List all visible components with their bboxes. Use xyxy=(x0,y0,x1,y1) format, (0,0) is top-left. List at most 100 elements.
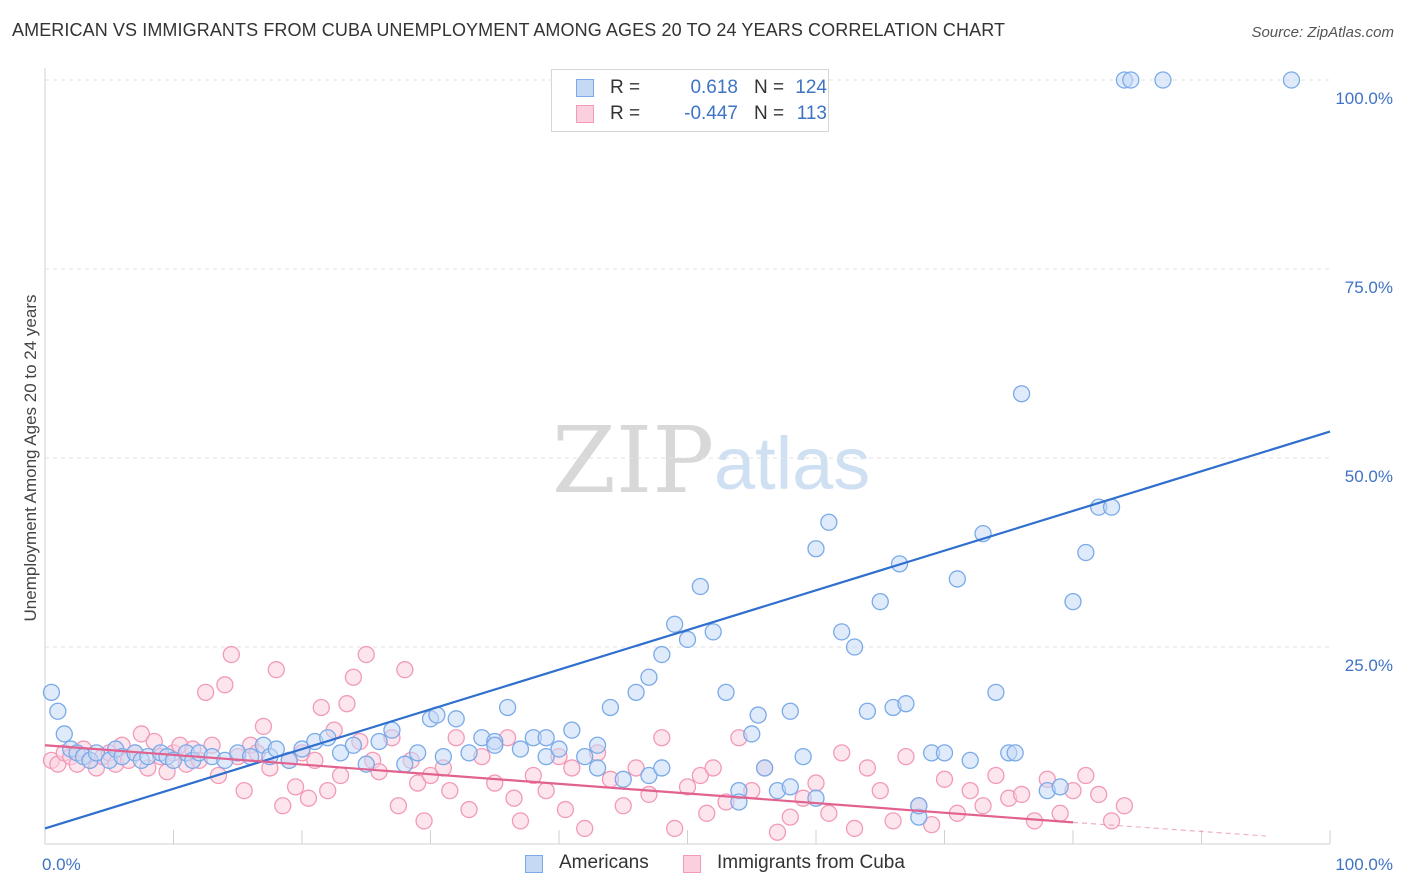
americans-point xyxy=(447,710,465,728)
r-value: 0.618 xyxy=(690,77,738,98)
series-cuba-points xyxy=(42,645,1134,841)
americans-point xyxy=(576,747,594,766)
americans-point xyxy=(961,751,979,770)
cuba-point xyxy=(524,766,542,785)
watermark-atlas: atlas xyxy=(714,422,870,505)
americans-point xyxy=(704,623,722,641)
cuba-point xyxy=(537,781,555,800)
cuba-point xyxy=(691,766,709,785)
americans-point xyxy=(1006,744,1024,762)
americans-swatch xyxy=(525,855,543,873)
americans-point xyxy=(749,706,767,724)
cuba-point xyxy=(196,683,215,702)
americans-point xyxy=(858,702,877,720)
americans-point xyxy=(460,744,478,762)
cuba-point xyxy=(447,729,465,747)
americans-point xyxy=(833,623,851,641)
cuba-point xyxy=(781,808,799,826)
cuba-point xyxy=(415,812,433,830)
cuba-point xyxy=(389,797,408,815)
n-label: N = xyxy=(754,103,785,124)
americans-point xyxy=(434,747,453,766)
y-tick-label: 25.0% xyxy=(1345,656,1393,675)
americans-point xyxy=(49,702,67,720)
americans-point xyxy=(42,683,61,702)
americans-point xyxy=(1154,71,1172,89)
cuba-point xyxy=(441,781,459,800)
cuba-point xyxy=(556,800,575,819)
cuba-point xyxy=(884,812,902,830)
cuba-point xyxy=(511,812,530,830)
americans-point xyxy=(640,766,658,785)
americans-point xyxy=(344,736,363,754)
americans-point xyxy=(588,736,607,754)
axes xyxy=(44,68,1331,845)
americans-swatch xyxy=(576,79,594,97)
americans-point xyxy=(781,702,799,720)
americans-point xyxy=(383,721,401,739)
cuba-point xyxy=(254,717,273,736)
americans-point xyxy=(370,732,388,751)
americans-point xyxy=(498,698,517,717)
americans-point xyxy=(55,725,73,743)
r-label: R = xyxy=(610,103,641,124)
cuba-point xyxy=(460,800,478,819)
source-label[interactable]: Source: ZipAtlas.com xyxy=(1251,24,1394,41)
cuba-point xyxy=(614,797,632,815)
americans-point xyxy=(601,698,620,717)
chart-title: AMERICAN VS IMMIGRANTS FROM CUBA UNEMPLO… xyxy=(12,20,1006,40)
cuba-point xyxy=(286,778,305,796)
americans-point xyxy=(396,755,414,773)
americans-point xyxy=(1282,71,1301,89)
americans-point xyxy=(897,695,915,713)
n-value: 124 xyxy=(795,77,827,98)
legend-label-cuba: Immigrants from Cuba xyxy=(717,852,905,873)
americans-point xyxy=(794,747,812,766)
americans-point xyxy=(588,759,607,777)
americans-point xyxy=(550,740,568,758)
cuba-point xyxy=(396,661,414,679)
cuba-point xyxy=(961,781,979,800)
cuba-point xyxy=(974,797,992,815)
cuba-point xyxy=(505,789,523,807)
americans-point xyxy=(614,770,632,788)
cuba-point xyxy=(1102,812,1121,830)
cuba-point xyxy=(807,774,825,792)
gridlines xyxy=(45,79,1330,648)
americans-point xyxy=(1077,543,1095,562)
cuba-point xyxy=(576,819,594,838)
cuba-point xyxy=(935,770,954,788)
americans-point xyxy=(537,729,555,747)
n-value: 113 xyxy=(796,103,827,124)
y-tick-labels: 25.0% 50.0% 75.0% 100.0% xyxy=(1335,89,1393,675)
americans-point xyxy=(845,638,864,656)
cuba-point xyxy=(871,781,889,800)
cuba-trend-extension xyxy=(1072,821,1266,837)
americans-point xyxy=(408,744,427,762)
americans-point xyxy=(807,540,825,558)
cuba-point xyxy=(987,766,1005,785)
americans-point xyxy=(987,683,1005,702)
americans-point xyxy=(1122,71,1140,89)
cuba-point xyxy=(1012,785,1031,804)
cuba-point xyxy=(833,744,851,762)
series-americans-points xyxy=(42,71,1301,826)
cuba-point xyxy=(1115,797,1134,815)
cuba-point xyxy=(331,766,350,785)
americans-point xyxy=(678,630,697,649)
cuba-point xyxy=(858,759,877,777)
cuba-point xyxy=(923,816,941,834)
cuba-point xyxy=(132,725,151,743)
americans-point xyxy=(743,725,761,743)
cuba-point xyxy=(627,759,645,777)
americans-point xyxy=(164,751,183,770)
cuba-point xyxy=(319,781,337,800)
cuba-point xyxy=(338,695,356,713)
cuba-point xyxy=(216,676,234,694)
x-tick-labels: 0.0% 100.0% xyxy=(42,855,1393,874)
cuba-point xyxy=(274,797,292,815)
y-tick-label: 75.0% xyxy=(1345,278,1393,297)
americans-point xyxy=(1064,592,1082,611)
cuba-point xyxy=(704,759,722,777)
cuba-point xyxy=(408,774,427,792)
